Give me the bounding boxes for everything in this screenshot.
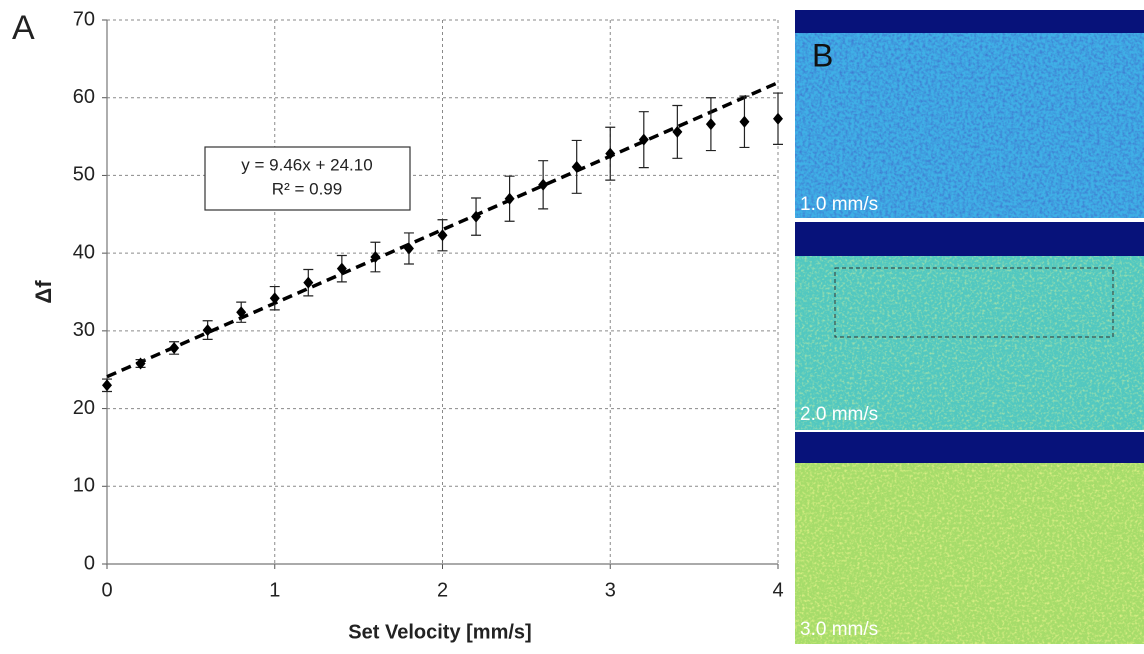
marker [672, 125, 683, 138]
y-tick-label: 70 [73, 8, 95, 30]
marker [605, 147, 616, 160]
marker [303, 276, 314, 289]
marker [202, 324, 213, 337]
y-tick-label: 10 [73, 475, 95, 497]
image-1-band [795, 10, 1144, 33]
plot: 0 10 20 30 40 50 60 70 0 1 2 3 4 [73, 8, 784, 601]
y-axis-title: Δf [31, 280, 56, 304]
r-squared: R² = 0.99 [272, 179, 342, 198]
panel-label: A [12, 9, 35, 47]
marker [370, 251, 381, 264]
image-1-texture [795, 10, 1144, 218]
marker [135, 357, 146, 370]
x-tick-label: 1 [269, 579, 280, 601]
marker [102, 379, 112, 392]
roi-box [834, 267, 1114, 338]
x-tick-label: 2 [437, 579, 448, 601]
x-axis-title: Set Velocity [mm/s] [348, 621, 531, 643]
marker [471, 210, 482, 223]
marker [169, 341, 180, 354]
image-label: 2.0 mm/s [800, 404, 878, 425]
image-3-band [795, 432, 1144, 463]
y-tick-label: 60 [73, 86, 95, 108]
y-tick-label: 50 [73, 164, 95, 186]
equation: y = 9.46x + 24.10 [241, 155, 372, 174]
y-tick-label: 20 [73, 397, 95, 419]
panel-label: B [812, 37, 833, 73]
trend-line [106, 81, 779, 379]
marker [638, 133, 649, 146]
marker [236, 306, 247, 319]
image-label: 3.0 mm/s [800, 619, 878, 640]
marker [571, 160, 582, 173]
y-tick-label: 40 [73, 241, 95, 263]
marker [705, 118, 716, 131]
marker [403, 242, 414, 255]
y-tick-label: 0 [84, 552, 95, 574]
image-label: 1.0 mm/s [800, 194, 878, 215]
marker [269, 292, 280, 305]
image-3-texture [795, 432, 1144, 644]
marker [538, 178, 549, 191]
marker [773, 112, 783, 125]
marker [336, 262, 347, 275]
image-2-band [795, 222, 1144, 256]
marker [437, 229, 448, 242]
image-2-texture [795, 222, 1144, 430]
annotation-box [204, 146, 411, 211]
y-tick-label: 30 [73, 319, 95, 341]
marker [739, 115, 750, 128]
marker [504, 192, 515, 205]
x-tick-label: 3 [605, 579, 616, 601]
x-tick-label: 4 [772, 579, 783, 601]
image-panel: B 1.0 mm/s 2.0 mm/s 3.0 mm/s [795, 10, 1144, 644]
x-tick-label: 0 [101, 579, 112, 601]
